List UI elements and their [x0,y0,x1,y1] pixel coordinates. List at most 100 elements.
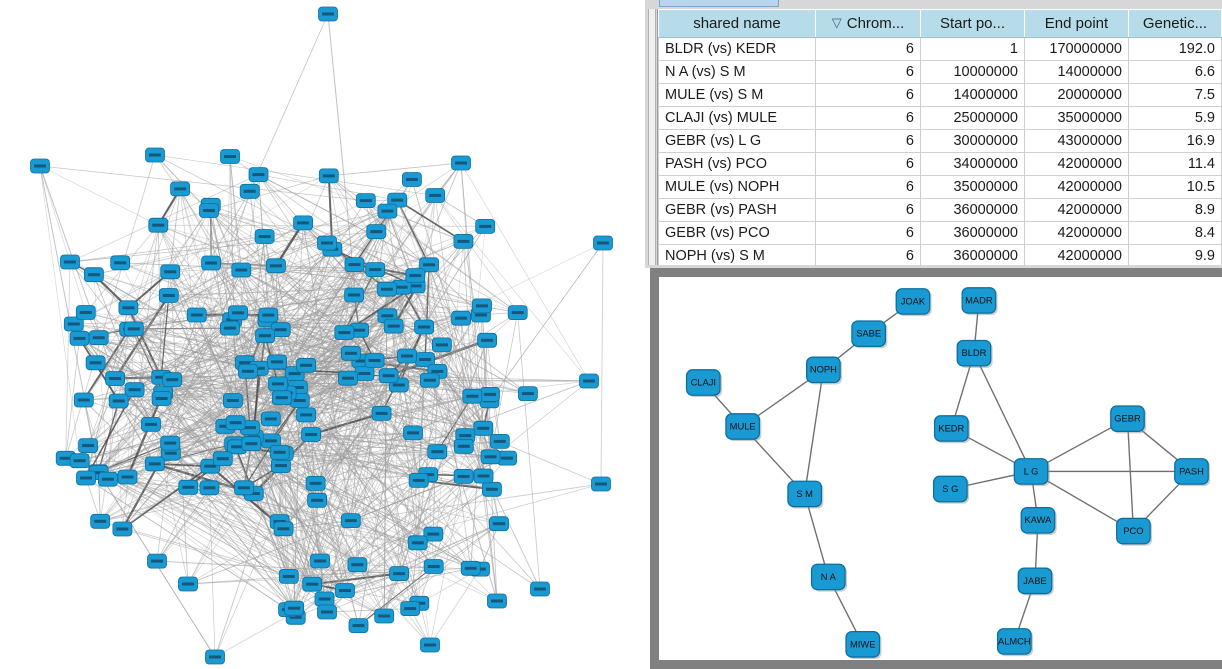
table-cell-shared_name[interactable]: GEBR (vs) L G [658,129,816,153]
main-network-node[interactable] [473,468,494,484]
main-network-node[interactable] [170,181,191,197]
main-network-node[interactable] [78,438,98,454]
table-cell-chromosome[interactable]: 6 [815,129,921,153]
node-rect[interactable] [1110,405,1145,433]
main-network-node[interactable] [377,203,398,219]
table-cell-genetic[interactable]: 9.9 [1128,244,1222,265]
main-network-node[interactable] [518,386,538,402]
main-network-node[interactable] [205,649,225,665]
table-cell-chromosome[interactable]: 6 [815,106,921,130]
main-network-node[interactable] [593,235,613,251]
table-row[interactable]: MULE (vs) S M 6 14000000 20000000 7.5 [658,83,1222,107]
table-cell-start_point[interactable]: 36000000 [920,221,1025,245]
main-network-node[interactable] [278,569,299,584]
main-network-node[interactable] [117,469,138,485]
main-network-node[interactable] [405,268,426,284]
main-network-node[interactable] [141,416,161,432]
subnetwork-edge[interactable] [803,369,825,495]
main-network-node[interactable] [530,581,550,597]
main-network-node[interactable] [480,449,501,465]
table-cell-start_point[interactable]: 10000000 [920,60,1025,84]
main-network-node[interactable] [105,371,125,386]
node-rect[interactable] [996,628,1032,655]
subnetwork-node[interactable]: L G [1013,458,1050,487]
main-network-node[interactable] [472,298,492,314]
main-network-node[interactable] [460,560,481,576]
main-network-node[interactable] [260,411,281,427]
main-network-node[interactable] [462,388,483,404]
main-network-node[interactable] [423,559,444,574]
table-cell-end_point[interactable]: 42000000 [1024,175,1129,199]
main-network-node[interactable] [258,307,279,323]
table-cell-shared_name[interactable]: MULE (vs) NOPH [658,175,816,199]
table-cell-genetic[interactable]: 11.4 [1128,152,1222,176]
node-rect[interactable] [1116,517,1151,545]
main-network-node[interactable] [317,235,337,251]
subnetwork-node[interactable]: PCO [1116,517,1153,546]
table-row[interactable]: N A (vs) S M 6 10000000 14000000 6.6 [658,60,1222,84]
main-network-graph[interactable] [0,0,645,669]
main-network-node[interactable] [293,215,314,231]
main-network-node[interactable] [305,475,326,491]
table-cell-chromosome[interactable]: 6 [815,60,921,84]
main-network-node[interactable] [151,391,172,406]
main-network-node[interactable] [254,229,275,244]
main-network-node[interactable] [487,593,507,609]
edge-table-viewport[interactable]: shared name ▽ Chrom... Start po... End po… [657,9,1222,265]
main-network-node[interactable] [219,320,240,336]
main-network-node[interactable] [453,233,474,249]
table-cell-shared_name[interactable]: NOPH (vs) S M [658,244,816,265]
table-cell-start_point[interactable]: 36000000 [920,198,1025,222]
node-rect[interactable] [1017,567,1053,595]
main-network-node[interactable] [347,557,368,573]
subnetwork-node[interactable]: SABE [851,320,888,349]
table-row[interactable]: CLAJI (vs) MULE 6 25000000 35000000 5.9 [658,106,1222,130]
table-cell-shared_name[interactable]: N A (vs) S M [658,60,816,84]
table-cell-genetic[interactable]: 10.5 [1128,175,1222,199]
table-cell-end_point[interactable]: 20000000 [1024,83,1129,107]
main-network-node[interactable] [427,444,448,460]
table-cell-chromosome[interactable]: 6 [815,83,921,107]
node-rect[interactable] [1174,458,1209,485]
main-network-node[interactable] [144,456,165,472]
main-network-node[interactable] [88,330,109,346]
main-network-node[interactable] [307,492,328,508]
main-network-node[interactable] [317,604,337,620]
main-network-node[interactable] [401,172,422,187]
main-network-node[interactable] [84,267,104,283]
main-network-node[interactable] [420,637,440,653]
main-network-node[interactable] [423,526,444,542]
main-network-node[interactable] [108,393,129,409]
main-network-node[interactable] [481,481,502,497]
main-network-node[interactable] [419,372,440,388]
subnetwork-edge[interactable] [973,352,1032,472]
table-cell-start_point[interactable]: 34000000 [920,152,1025,176]
main-network-node[interactable] [302,576,323,592]
table-cell-chromosome[interactable]: 6 [815,175,921,199]
main-network-node[interactable] [69,330,90,346]
table-cell-start_point[interactable]: 36000000 [920,244,1025,265]
subnetwork-node[interactable]: PASH [1174,458,1211,487]
column-header-end-point[interactable]: End point [1024,9,1129,38]
main-network-node[interactable] [383,318,404,334]
subnetwork-node[interactable]: S G [932,475,970,504]
main-network-node[interactable] [265,258,286,274]
subnetwork-node[interactable]: MADR [961,287,998,316]
subnetwork-edge[interactable] [1126,418,1135,532]
main-network-node[interactable] [389,566,410,581]
main-network-node[interactable] [225,415,246,431]
subnetwork-node[interactable]: N A [810,563,847,592]
column-header-genetic[interactable]: Genetic... [1128,9,1222,38]
main-network-node[interactable] [355,193,376,209]
main-network-node[interactable] [112,521,133,537]
main-network-node[interactable] [377,281,397,297]
main-network-node[interactable] [73,392,94,408]
main-network-node[interactable] [453,468,474,484]
subnetwork-node[interactable]: JOAK [895,288,932,317]
subnetwork-node[interactable]: S M [787,480,824,509]
main-network-node[interactable] [231,262,252,278]
main-network-node[interactable] [591,476,611,492]
main-network-node[interactable] [497,450,518,466]
main-network-node[interactable] [338,370,358,386]
